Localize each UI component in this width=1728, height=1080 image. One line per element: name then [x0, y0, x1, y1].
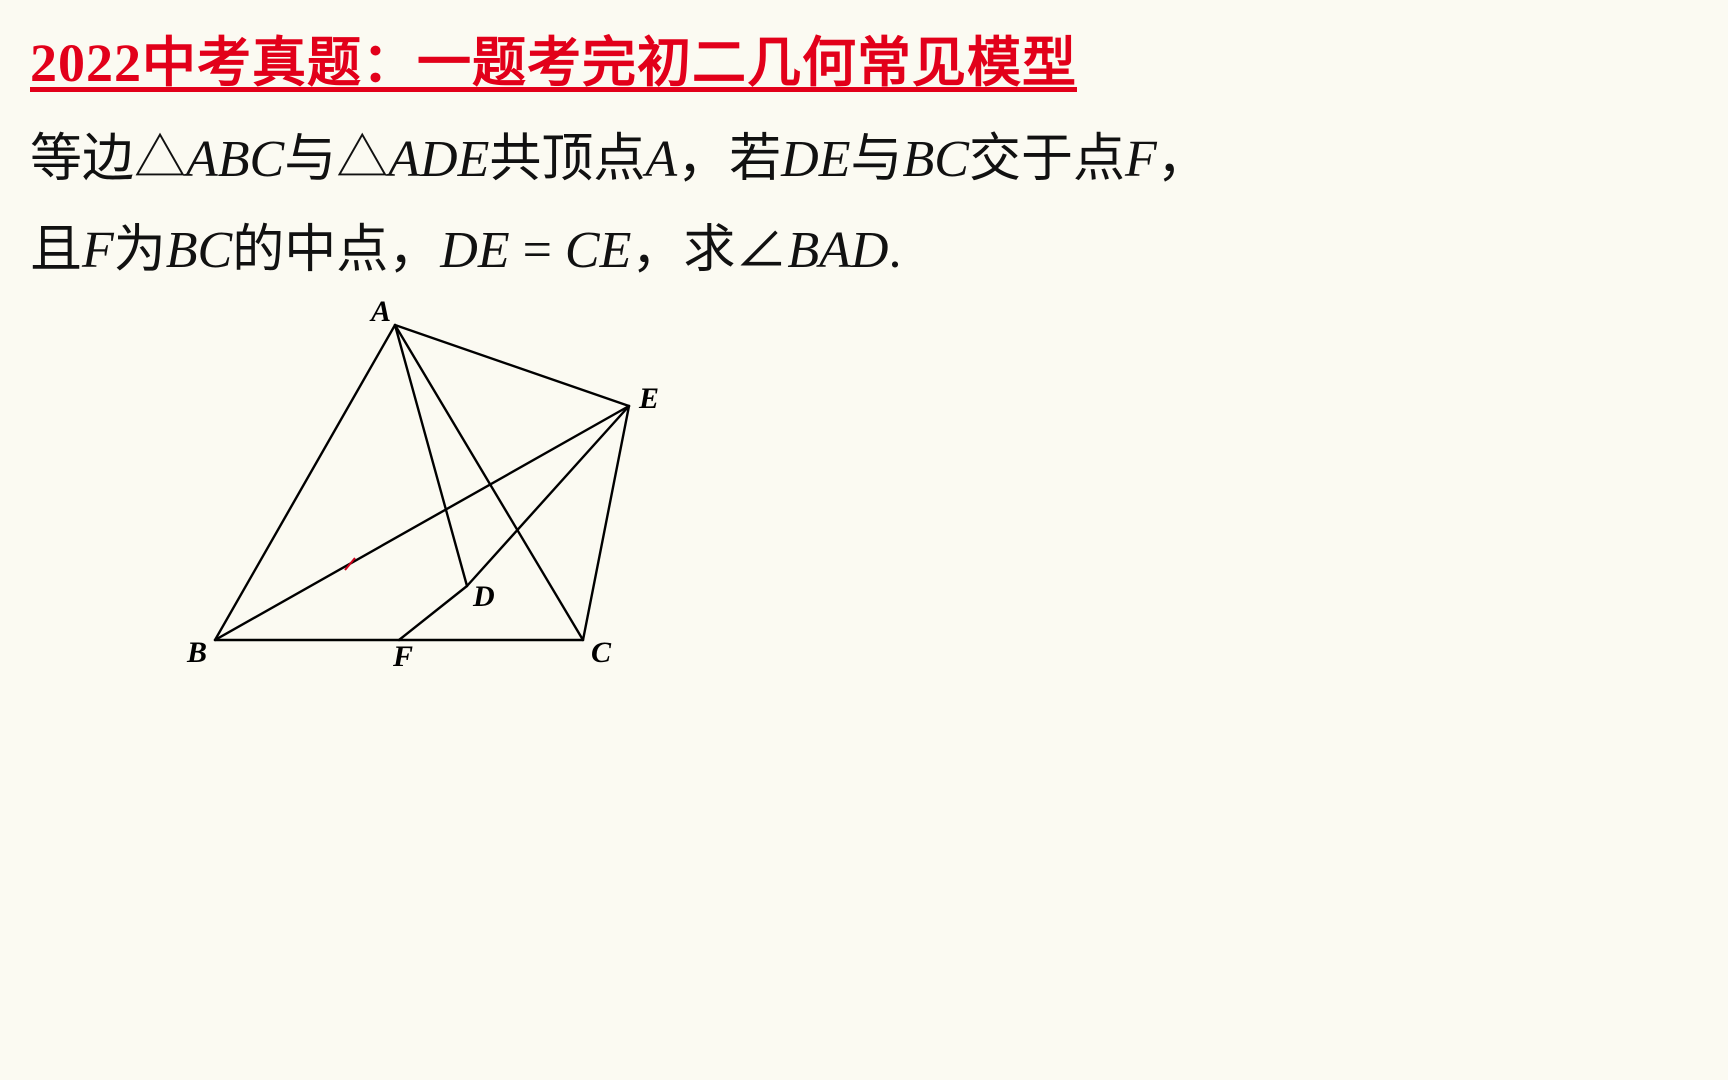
t: 且 [30, 222, 82, 279]
edge-DE [467, 406, 629, 586]
problem-text: 等边△ABC与△ADE共顶点A，若DE与BC交于点F， 且F为BC的中点，DE … [30, 114, 1698, 296]
sym-bad: BAD [787, 222, 888, 279]
edge-AD [395, 325, 467, 586]
vertex-label-D: D [472, 580, 495, 613]
vertex-label-B: B [186, 636, 207, 669]
t: 与△ [284, 131, 388, 188]
sym-bc2: BC [166, 222, 232, 279]
t: 为 [114, 222, 166, 279]
vertex-label-C: C [591, 636, 612, 669]
t: 共顶点 [489, 131, 645, 188]
sym-a: A [645, 131, 677, 188]
sym-f2: F [82, 222, 114, 279]
vertex-label-F: F [392, 640, 413, 673]
t: 的中点， [232, 222, 440, 279]
t-period: . [888, 222, 901, 279]
edge-AE [395, 325, 629, 406]
problem-line-2: 且F为BC的中点，DE = CE，求∠BAD. [30, 222, 901, 279]
t: 与 [850, 131, 902, 188]
sym-bc: BC [902, 131, 968, 188]
edge-BE [215, 406, 629, 640]
edge-DF [399, 586, 467, 640]
t: ，求∠ [631, 222, 787, 279]
sym-ce: CE [565, 222, 631, 279]
t: ， [1157, 131, 1209, 188]
t: ，若 [677, 131, 781, 188]
t: 等边△ [30, 131, 186, 188]
sym-de2: DE [440, 222, 509, 279]
page-root: 2022中考真题：一题考完初二几何常见模型 等边△ABC与△ADE共顶点A，若D… [0, 0, 1728, 1080]
diagram-svg: A B C D E F [165, 300, 685, 700]
edge-AB [215, 325, 395, 640]
edge-CE [583, 406, 629, 640]
red-tick-mark [345, 558, 355, 570]
title: 2022中考真题：一题考完初二几何常见模型 [30, 30, 1698, 98]
problem-line-1: 等边△ABC与△ADE共顶点A，若DE与BC交于点F， [30, 131, 1209, 188]
sym-ade: ADE [388, 131, 489, 188]
sym-de: DE [781, 131, 850, 188]
sym-f: F [1125, 131, 1157, 188]
sym-abc: ABC [186, 131, 284, 188]
geometry-diagram: A B C D E F [165, 300, 685, 700]
vertex-label-A: A [369, 300, 391, 328]
t: 交于点 [969, 131, 1125, 188]
vertex-label-E: E [638, 382, 659, 415]
t-eq: = [510, 222, 565, 279]
